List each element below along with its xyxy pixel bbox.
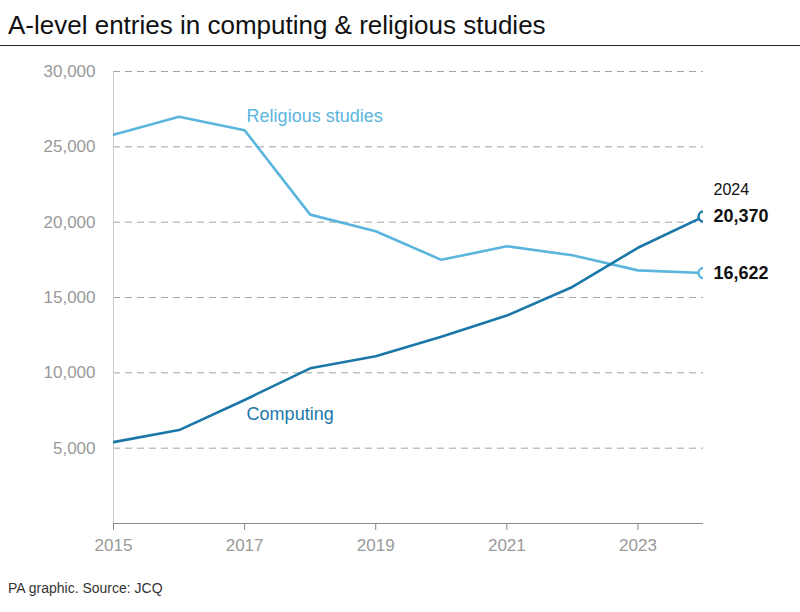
- svg-text:2017: 2017: [226, 536, 264, 555]
- svg-text:15,000: 15,000: [44, 288, 96, 307]
- svg-text:5,000: 5,000: [53, 439, 96, 458]
- html-text:PA graphic. Source: JCQ: PA graphic. Source: JCQ: [8, 580, 163, 596]
- svg-text:20,370: 20,370: [714, 206, 769, 226]
- svg-text:25,000: 25,000: [44, 137, 96, 156]
- svg-text:2023: 2023: [619, 536, 657, 555]
- svg-text:2024: 2024: [714, 181, 750, 198]
- svg-text:Computing: Computing: [247, 404, 334, 424]
- svg-text:2015: 2015: [95, 536, 133, 555]
- html-text:A-level entries in computing &: A-level entries in computing & religious…: [8, 10, 546, 40]
- svg-text:2021: 2021: [488, 536, 526, 555]
- svg-text:Religious studies: Religious studies: [247, 106, 383, 126]
- svg-text:10,000: 10,000: [44, 363, 96, 382]
- svg-text:20,000: 20,000: [44, 213, 96, 232]
- svg-text:2019: 2019: [357, 536, 395, 555]
- svg-text:16,622: 16,622: [714, 263, 769, 283]
- svg-text:30,000: 30,000: [44, 62, 96, 81]
